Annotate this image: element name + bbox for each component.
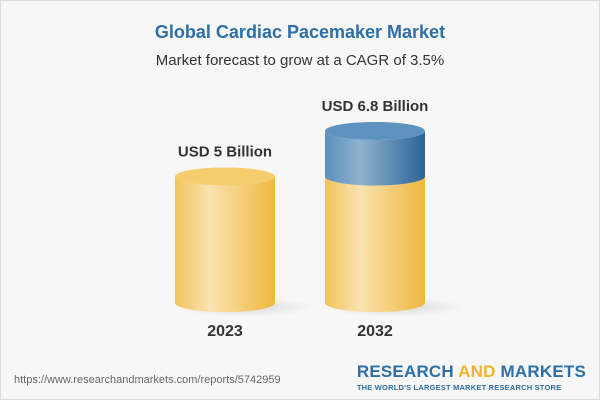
bar-top-2032: [325, 121, 425, 140]
bar-top-2023: [175, 167, 275, 186]
data-label: USD 5 Billion: [178, 144, 272, 161]
chart-subtitle: Market forecast to grow at a CAGR of 3.5…: [155, 52, 445, 69]
x-tick-label: 2032: [357, 323, 393, 340]
bar-growth-2032: [325, 130, 425, 186]
source-url[interactable]: https://www.researchandmarkets.com/repor…: [14, 374, 281, 386]
bar-2023: [175, 176, 275, 312]
x-tick-label: 2023: [207, 323, 243, 340]
bar-base-2032: [325, 176, 425, 312]
research-and-markets-logo: RESEARCH AND MARKETS THE WORLD'S LARGEST…: [356, 362, 586, 392]
chart-title: Global Cardiac Pacemaker Market: [154, 22, 446, 42]
data-label: USD 6.8 Billion: [322, 98, 429, 115]
